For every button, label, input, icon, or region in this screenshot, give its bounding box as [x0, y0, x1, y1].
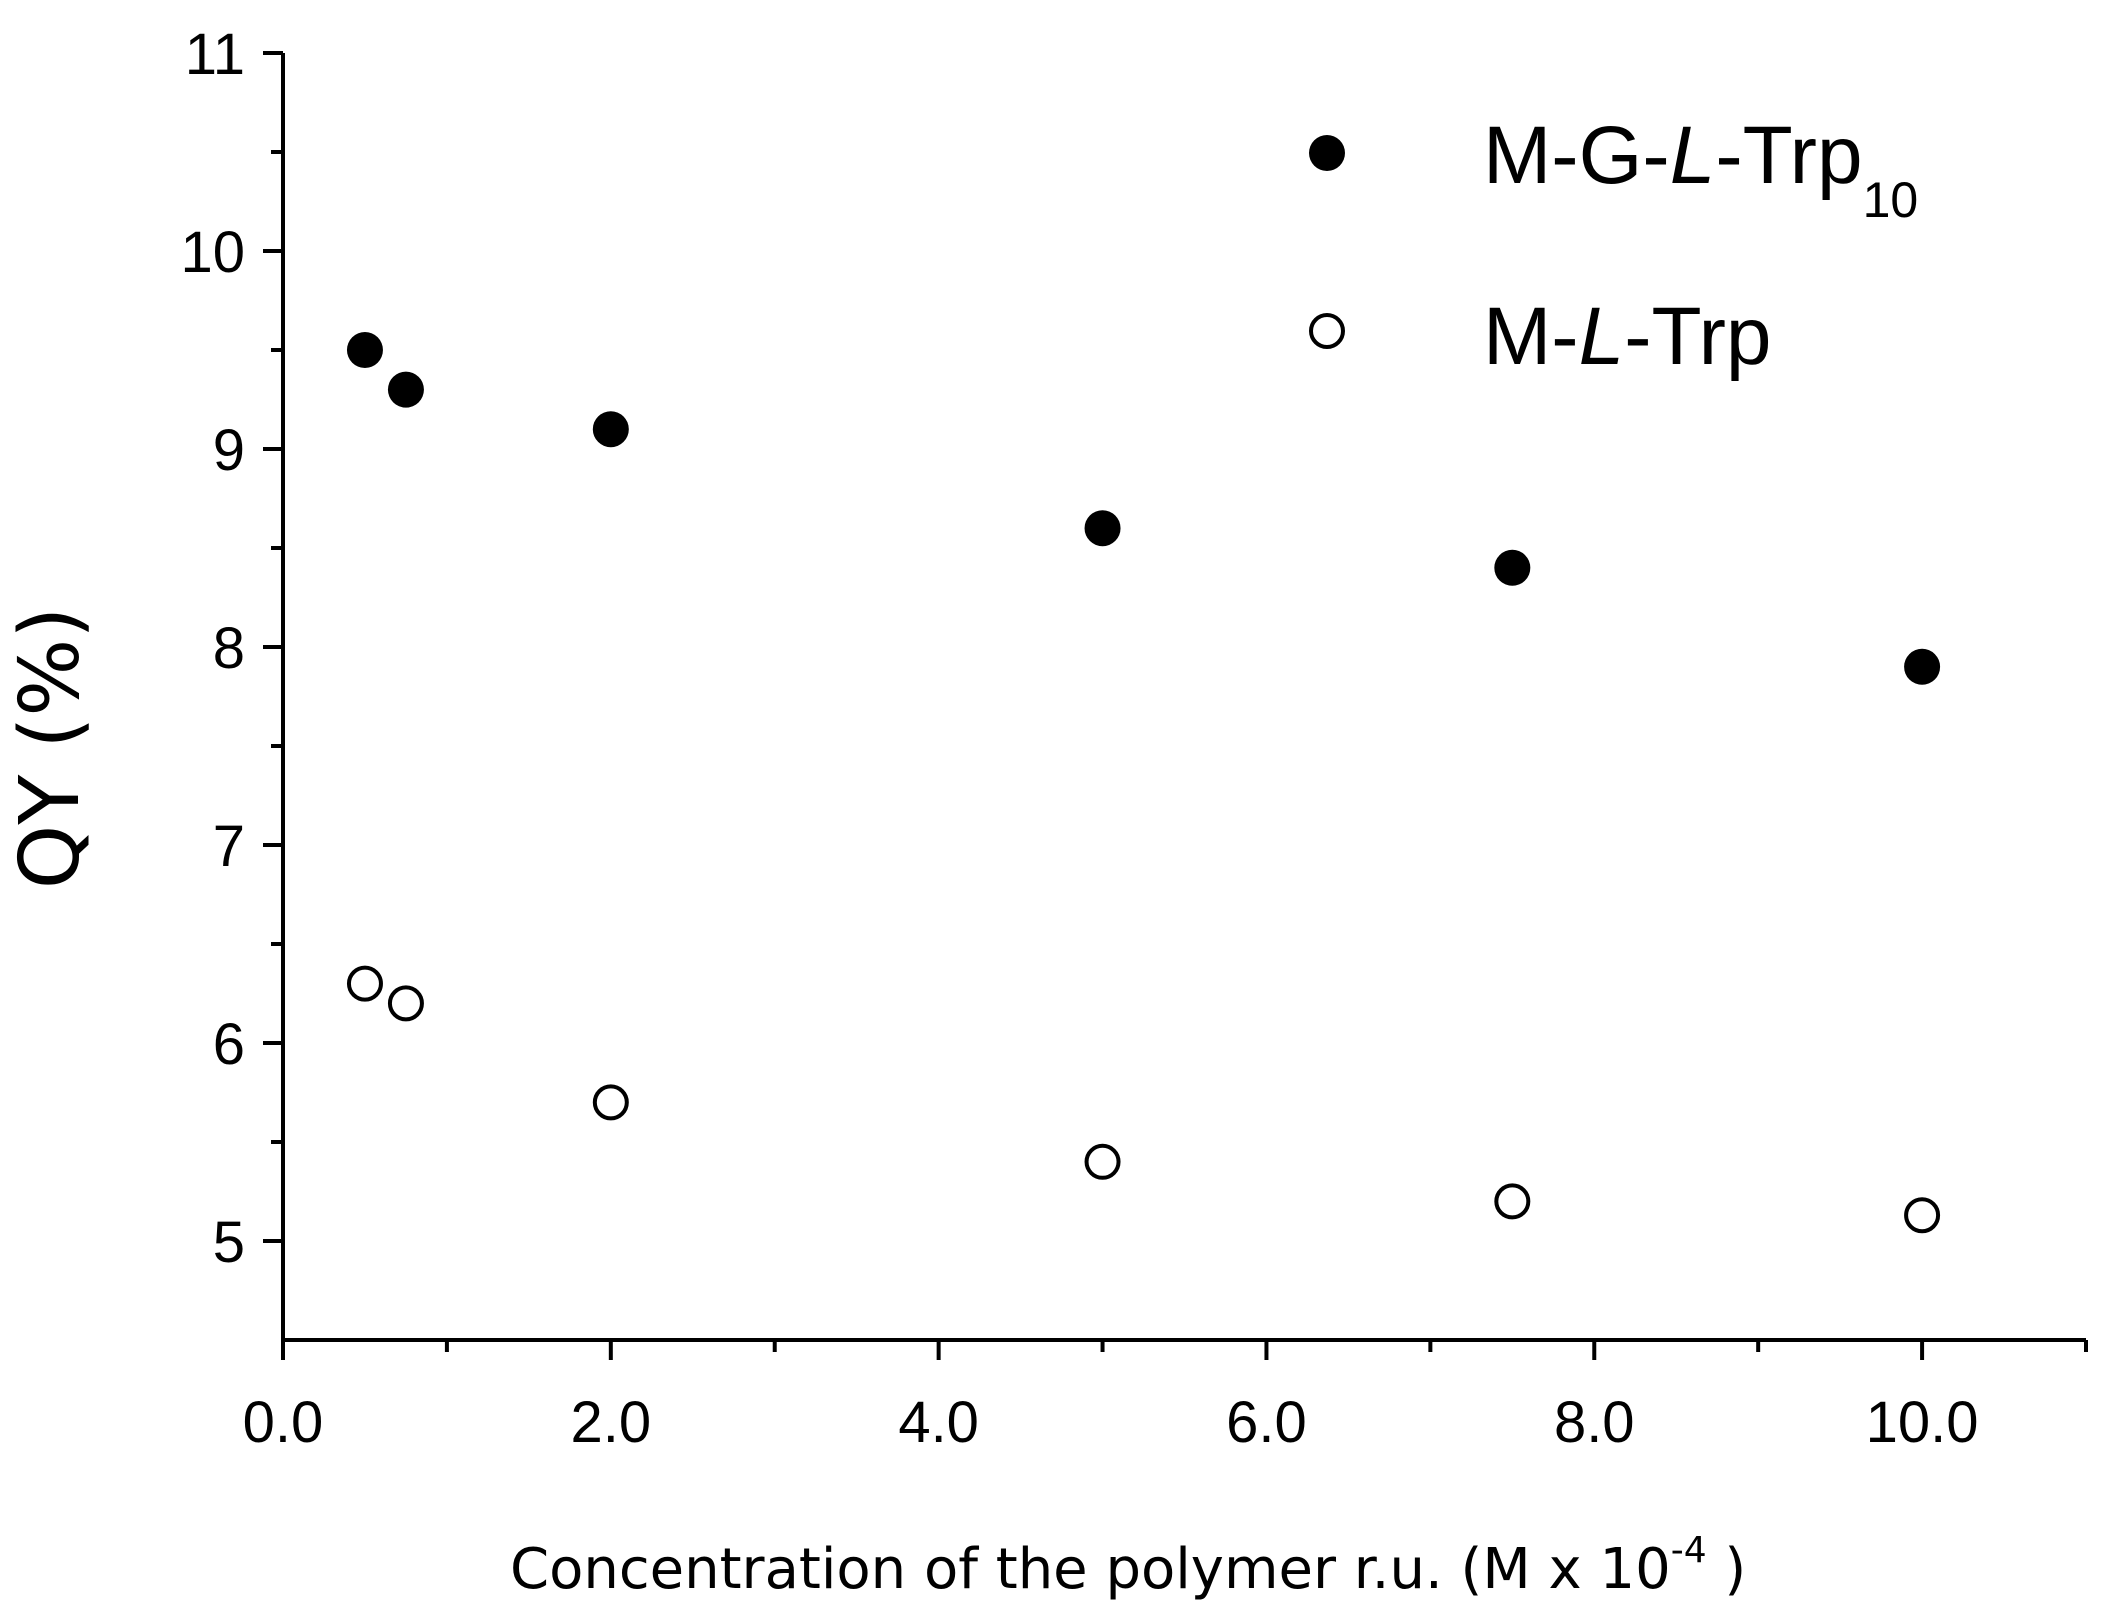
- legend: M-G-L-Trp10 M-L-Trp: [1309, 110, 1918, 382]
- y-axis-label: QY (%): [3, 607, 98, 890]
- axis-frame: [281, 53, 2086, 1342]
- x-tick-label: 8.0: [1554, 1390, 1635, 1455]
- filled-data-point: [1084, 510, 1121, 547]
- x-axis-label-close: ): [1707, 1537, 1747, 1602]
- filled-data-point: [1494, 549, 1531, 586]
- y-tick-label: 7: [213, 814, 245, 879]
- filled-data-point: [346, 332, 383, 368]
- y-axis-ticks: 5 6 7 8 9 10 11: [180, 22, 283, 1275]
- filled-data-point: [1904, 648, 1941, 685]
- open-data-point: [592, 1084, 629, 1121]
- x-axis-label-main: Concentration of the polymer r.u. (M x 1…: [510, 1537, 1671, 1602]
- x-tick-label: 6.0: [1226, 1390, 1307, 1455]
- legend-label: M-L-Trp: [1483, 291, 1772, 382]
- x-tick-label: 10.0: [1866, 1390, 1979, 1455]
- y-tick-label: 6: [213, 1012, 245, 1077]
- y-tick-label: 5: [213, 1210, 245, 1275]
- y-tick-label: 10: [180, 220, 245, 285]
- filled-data-point: [592, 411, 629, 448]
- open-data-point: [1904, 1197, 1941, 1234]
- legend-label: M-G-L-Trp10: [1483, 110, 1918, 228]
- open-data-point: [387, 985, 424, 1022]
- legend-marker: [1309, 313, 1345, 349]
- filled-data-point: [387, 371, 424, 408]
- y-tick-label: 11: [185, 22, 245, 87]
- x-tick-label: 2.0: [570, 1390, 651, 1455]
- y-tick-label: 8: [213, 616, 245, 681]
- y-tick-label: 9: [213, 418, 245, 483]
- x-axis-ticks: 0.0 2.0 4.0 6.0 8.0 10.0: [243, 1340, 2088, 1455]
- x-axis-label: Concentration of the polymer r.u. (M x 1…: [510, 1530, 1746, 1602]
- open-data-point: [1494, 1183, 1531, 1220]
- x-tick-label: 0.0: [243, 1390, 324, 1455]
- open-data-point: [346, 965, 383, 1002]
- x-axis-label-exponent: -4: [1671, 1530, 1707, 1571]
- data-points: [346, 332, 1941, 1234]
- legend-marker: [1309, 135, 1345, 171]
- axes: [281, 53, 2086, 1342]
- x-tick-label: 4.0: [898, 1390, 979, 1455]
- open-data-point: [1084, 1143, 1121, 1180]
